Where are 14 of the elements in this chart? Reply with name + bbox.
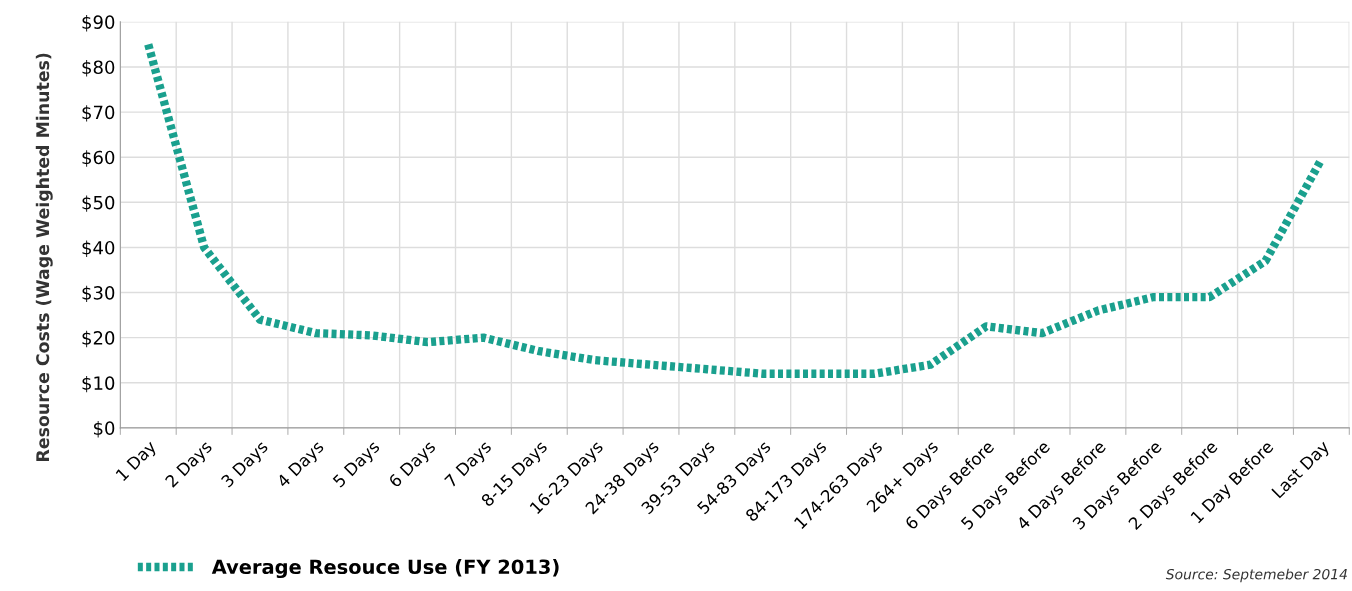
y-tick-label: $60: [82, 150, 115, 167]
legend-label: Average Resouce Use (FY 2013): [211, 559, 559, 579]
y-tick-label: $80: [82, 60, 115, 77]
y-tick-label: $10: [82, 375, 115, 393]
y-tick-label: $20: [82, 330, 115, 348]
source-note: Source: Septemeber 2014: [1165, 568, 1347, 583]
y-tick-label: $70: [82, 105, 115, 122]
y-tick-label: $30: [82, 285, 115, 303]
y-tick-label: $40: [82, 240, 115, 257]
y-axis-title: Resource Costs (Wage Weighted Minutes): [35, 53, 53, 461]
y-tick-label: $0: [93, 421, 115, 438]
x-tick-label: 1 Day: [115, 439, 160, 484]
y-tick-label: $50: [82, 195, 115, 212]
y-tick-label: $90: [82, 15, 115, 32]
